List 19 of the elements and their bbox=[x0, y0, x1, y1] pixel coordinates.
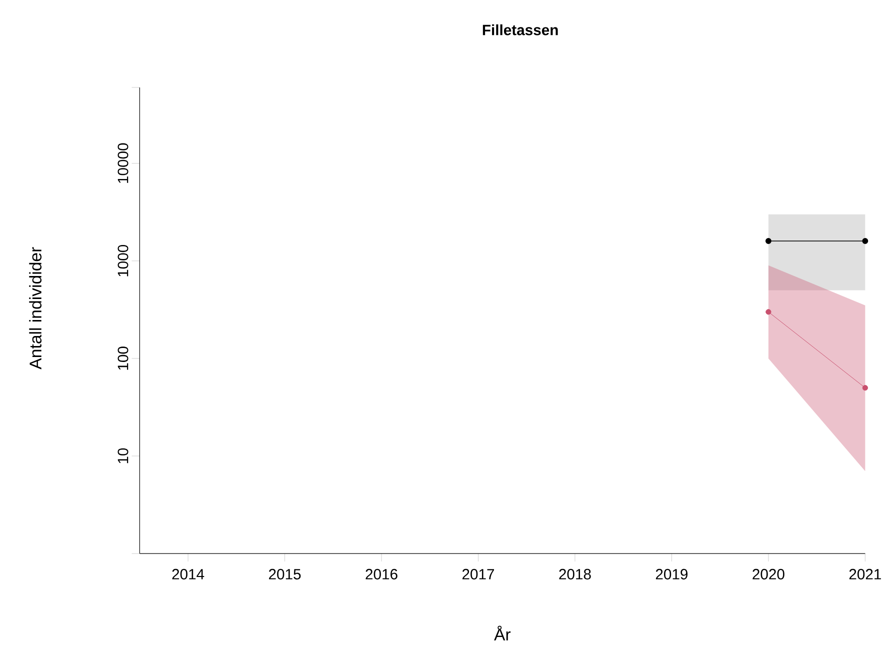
x-axis-title: År bbox=[494, 626, 511, 640]
y-tick-label: 1000 bbox=[118, 245, 128, 276]
x-tick-label: 2014 bbox=[172, 568, 204, 580]
y-tick-label: 10000 bbox=[118, 143, 128, 183]
y-tick-label: 10 bbox=[118, 448, 128, 464]
y-axis-title: Antall individider bbox=[29, 247, 42, 370]
y-tick-label: 100 bbox=[118, 346, 128, 370]
x-tick-label: 2016 bbox=[366, 568, 398, 580]
x-tick-label: 2015 bbox=[269, 568, 301, 580]
x-tick-label: 2020 bbox=[752, 568, 784, 580]
chart-title: Filletassen bbox=[482, 24, 558, 36]
point bbox=[766, 309, 772, 315]
point bbox=[862, 238, 868, 244]
point bbox=[765, 238, 772, 244]
x-tick-label: 2021 bbox=[849, 568, 881, 580]
point bbox=[862, 385, 868, 391]
x-tick-label: 2017 bbox=[462, 568, 494, 580]
x-tick-label: 2019 bbox=[656, 568, 688, 580]
x-tick-label: 2018 bbox=[559, 568, 591, 580]
